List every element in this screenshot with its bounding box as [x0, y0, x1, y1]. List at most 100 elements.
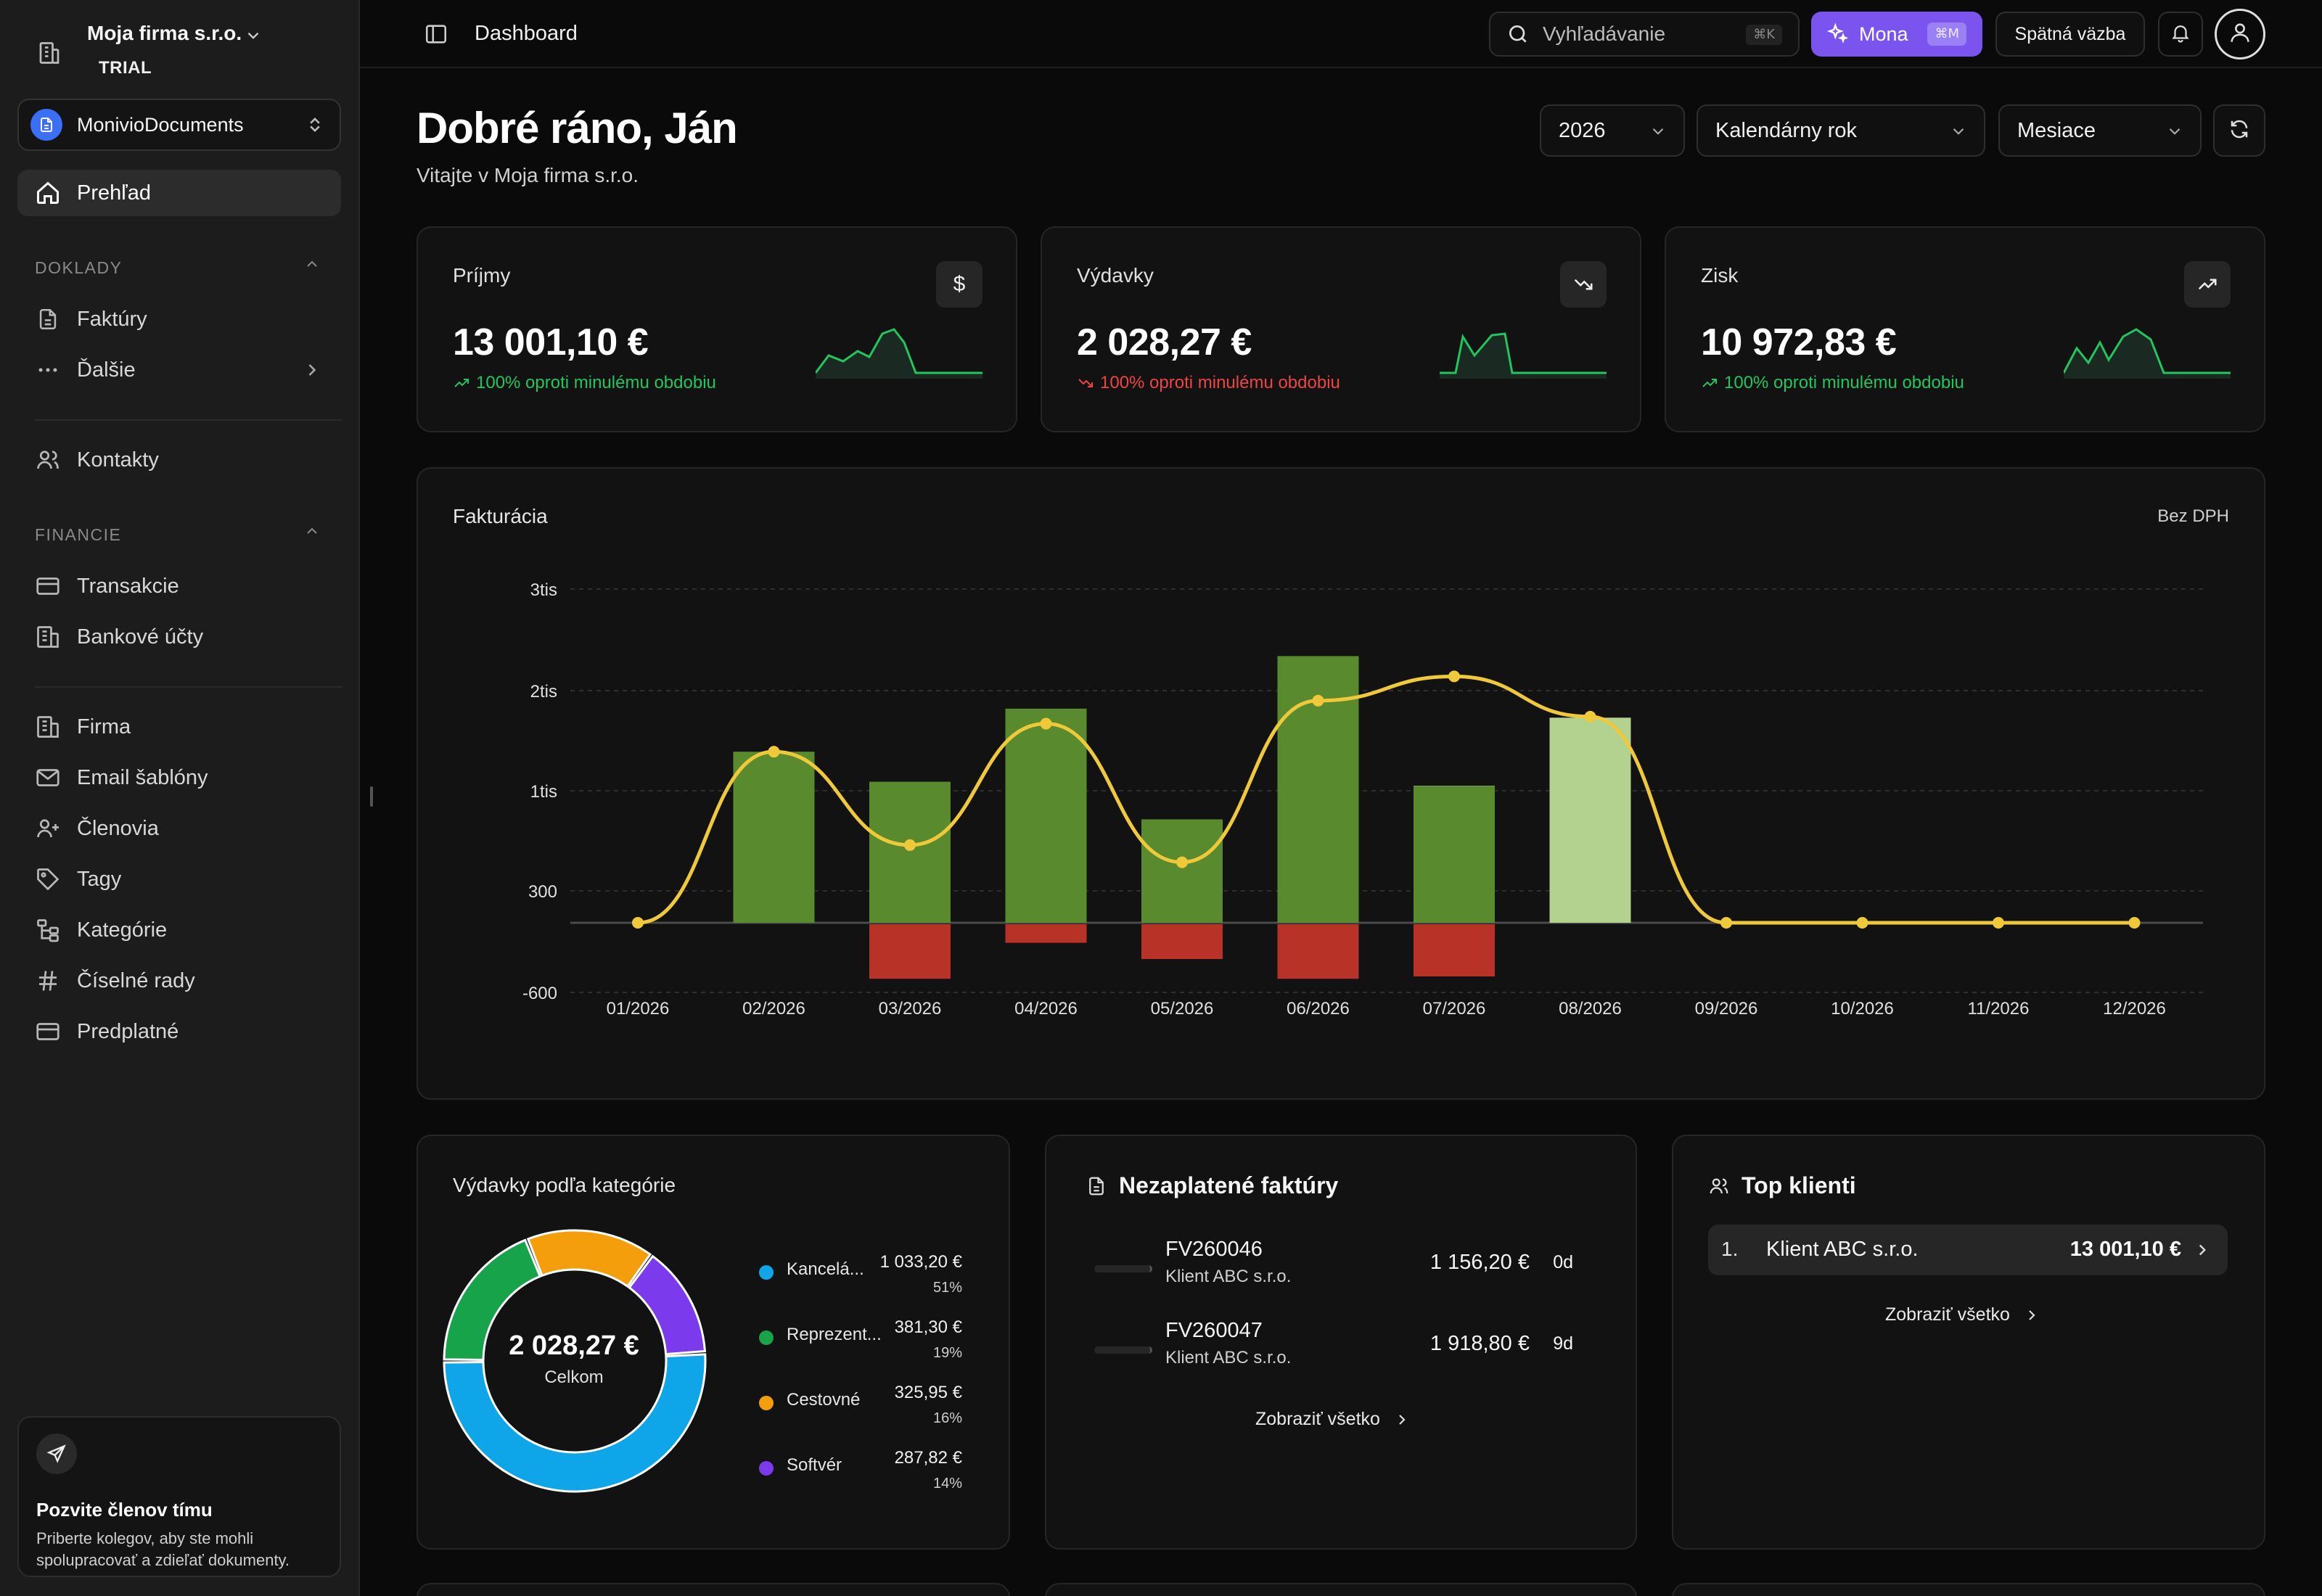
- legend-percent: 19%: [932, 1345, 962, 1361]
- trending-up-icon: [1701, 374, 1718, 392]
- search-placeholder: Vyhľadávanie: [1543, 22, 1666, 45]
- line-point: [768, 746, 780, 758]
- invoice-row[interactable]: FV260047 Klient ABC s.r.o. 1 918,80 € 9d: [1084, 1319, 1607, 1377]
- bar-primary: [733, 752, 815, 923]
- legend-name: Cestovné: [787, 1390, 861, 1410]
- sidebar-item-invoices[interactable]: Faktúry: [17, 296, 341, 342]
- page-title: Dashboard: [475, 22, 578, 45]
- x-tick-label: 02/2026: [742, 999, 805, 1019]
- x-tick-label: 12/2026: [2103, 999, 2166, 1019]
- invoice-row[interactable]: FV260046 Klient ABC s.r.o. 1 156,20 € 0d: [1084, 1238, 1607, 1296]
- expenses-donut-chart: [443, 1229, 707, 1493]
- sidebar-item-contacts[interactable]: Kontakty: [17, 437, 341, 483]
- income-sparkline: [816, 328, 982, 379]
- granularity-select[interactable]: Mesiace: [1998, 104, 2202, 157]
- stat-change: 100% oproti minulému obdobiu: [1701, 373, 1964, 393]
- profit-sparkline: [2064, 328, 2231, 379]
- legend-item: Kancelá... 1 033,20 € 51%: [759, 1252, 977, 1310]
- client-row[interactable]: 1. Klient ABC s.r.o. 13 001,10 €: [1708, 1225, 2228, 1275]
- company-switcher[interactable]: Moja firma s.r.o. TRIAL: [17, 13, 342, 93]
- sidebar-item-number-series[interactable]: Číselné rady: [17, 958, 341, 1004]
- sidebar-item-members[interactable]: Členovia: [17, 805, 341, 852]
- tag-icon: [33, 865, 62, 894]
- invoice-amount: 1 918,80 €: [1429, 1332, 1530, 1355]
- chevron-down-icon: [1949, 122, 1968, 147]
- client-amount: 13 001,10 €: [2069, 1238, 2181, 1261]
- invoice-number: FV260046: [1165, 1238, 1263, 1261]
- donut-slice: [526, 1229, 652, 1288]
- client-rank: 1.: [1721, 1238, 1739, 1260]
- bar-primary: [869, 781, 951, 923]
- bank-icon: [33, 622, 62, 651]
- sidebar-divider: [35, 419, 342, 421]
- mail-icon: [33, 763, 62, 792]
- feedback-button[interactable]: Spätná väzba: [1995, 12, 2145, 57]
- sidebar-item-company[interactable]: Firma: [17, 704, 341, 750]
- notifications-button[interactable]: [2158, 12, 2203, 57]
- bar-primary: [1005, 708, 1087, 923]
- sidebar-item-subscription[interactable]: Predplatné: [17, 1008, 341, 1055]
- trending-up-icon: [453, 374, 470, 392]
- document-icon: [33, 305, 62, 334]
- line-point: [1312, 694, 1324, 707]
- sidebar-item-label: Email šablóny: [77, 765, 208, 789]
- trending-down-icon: [1077, 374, 1094, 392]
- invite-team-card[interactable]: Pozvite členov tímu Priberte kolegov, ab…: [17, 1416, 341, 1577]
- credit-card-icon: [33, 572, 62, 601]
- workspace-switcher[interactable]: MonivioDocuments: [17, 99, 341, 151]
- panel-title: Top klienti: [1708, 1172, 1856, 1199]
- chevron-up-icon[interactable]: [303, 255, 321, 276]
- card-peek: [1672, 1583, 2265, 1596]
- y-tick-label: -600: [522, 984, 557, 1003]
- invoice-client: Klient ABC s.r.o.: [1165, 1348, 1292, 1367]
- greeting-subtitle: Vitajte v Moja firma s.r.o.: [417, 164, 639, 186]
- hierarchy-icon: [33, 916, 62, 945]
- sidebar-item-transactions[interactable]: Transakcie: [17, 563, 341, 609]
- stat-value: 2 028,27 €: [1077, 321, 1252, 363]
- chevron-up-icon[interactable]: [303, 522, 321, 543]
- top-clients-card: Top klienti 1. Klient ABC s.r.o. 13 001,…: [1672, 1135, 2265, 1550]
- send-icon: [36, 1433, 77, 1474]
- sidebar-item-more[interactable]: Ďalšie: [17, 347, 341, 393]
- user-avatar[interactable]: [2215, 9, 2265, 59]
- sidebar-item-overview[interactable]: Prehľad: [17, 170, 341, 216]
- sidebar-item-email-templates[interactable]: Email šablóny: [17, 754, 341, 801]
- building-icon: [17, 13, 81, 93]
- x-tick-label: 01/2026: [607, 999, 670, 1019]
- line-point: [2128, 917, 2141, 929]
- sidebar-item-label: Firma: [77, 715, 131, 739]
- legend-item: Softvér 287,82 € 14%: [759, 1448, 977, 1506]
- show-all-clients-link[interactable]: Zobraziť všetko: [1885, 1304, 2040, 1325]
- year-select[interactable]: 2026: [1540, 104, 1685, 157]
- refresh-button[interactable]: [2213, 104, 2265, 157]
- sidebar-item-bank-accounts[interactable]: Bankové účty: [17, 614, 341, 660]
- period-select-value: Kalendárny rok: [1715, 118, 1858, 142]
- x-tick-label: 06/2026: [1287, 999, 1350, 1019]
- chart-note: Bez DPH: [2157, 506, 2229, 526]
- hash-icon: [33, 966, 62, 995]
- sidebar-item-tags[interactable]: Tagy: [17, 856, 341, 902]
- stat-change-text: 100% oproti minulému obdobiu: [476, 373, 716, 392]
- stat-value: 10 972,83 €: [1701, 321, 1897, 363]
- stat-card-profit: Zisk 10 972,83 € 100% oproti minulému ob…: [1665, 226, 2265, 432]
- stat-change-text: 100% oproti minulému obdobiu: [1100, 373, 1340, 392]
- card-peek: [1045, 1583, 1637, 1596]
- sidebar-item-categories[interactable]: Kategórie: [17, 907, 341, 953]
- sidebar-item-label: Kontakty: [77, 448, 159, 472]
- panel-title-text: Top klienti: [1742, 1172, 1856, 1198]
- stat-title: Zisk: [1701, 264, 1739, 287]
- period-select[interactable]: Kalendárny rok: [1697, 104, 1985, 157]
- mona-ai-button[interactable]: Mona ⌘M: [1811, 12, 1982, 57]
- line-point: [632, 917, 644, 929]
- show-all-label: Zobraziť všetko: [1885, 1304, 2010, 1325]
- show-all-invoices-link[interactable]: Zobraziť všetko: [1255, 1409, 1411, 1430]
- dollar-icon: $: [936, 261, 982, 308]
- legend-value: 287,82 €: [894, 1448, 962, 1468]
- sidebar-toggle-icon[interactable]: [424, 22, 448, 50]
- chevron-right-icon: [2023, 1307, 2040, 1324]
- sidebar-resize-handle[interactable]: [370, 786, 373, 807]
- invoice-days: 0d: [1553, 1252, 1573, 1272]
- search-input[interactable]: Vyhľadávanie ⌘K: [1489, 12, 1800, 57]
- bar-negative: [1005, 924, 1087, 943]
- line-point: [1448, 670, 1460, 683]
